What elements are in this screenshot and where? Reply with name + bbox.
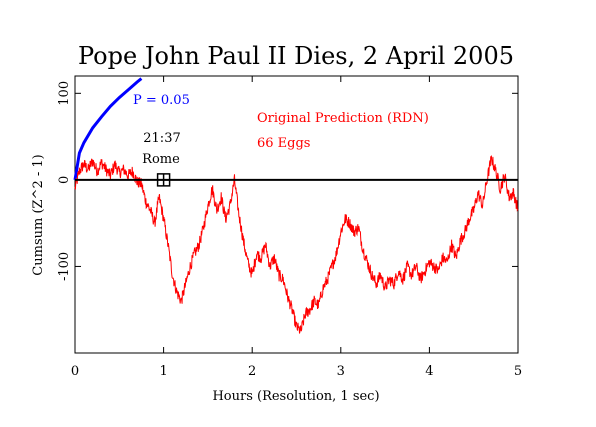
significance-envelope-layer (73, 77, 143, 181)
x-tick-label: 3 (337, 364, 345, 379)
y-axis-label: Cumsum (Z^2 - 1) (31, 154, 46, 275)
x-tick-label: 5 (514, 364, 522, 379)
data-layer (74, 155, 519, 334)
annotation-line-2: 66 Eggs (257, 136, 310, 151)
event-place-label: Rome (142, 152, 180, 167)
x-axis-label: Hours (Resolution, 1 sec) (212, 389, 379, 404)
plot-frame (74, 75, 519, 354)
x-tick-label: 4 (425, 364, 433, 379)
x-tick-label: 1 (159, 364, 167, 379)
envelope-label: P = 0.05 (133, 93, 190, 108)
x-tick-label: 2 (248, 364, 256, 379)
y-tick-label: -100 (57, 252, 72, 281)
event-marker-layer (156, 173, 171, 187)
chart-title: Pope John Paul II Dies, 2 April 2005 (78, 42, 514, 70)
data-series-line (74, 155, 519, 334)
annotation-line-1: Original Prediction (RDN) (257, 111, 429, 126)
x-tick-label: 0 (71, 364, 79, 379)
y-tick-label: 0 (57, 176, 72, 184)
y-tick-label: 100 (57, 81, 72, 106)
event-time-label: 21:37 (143, 131, 180, 146)
significance-envelope-line (73, 77, 143, 181)
